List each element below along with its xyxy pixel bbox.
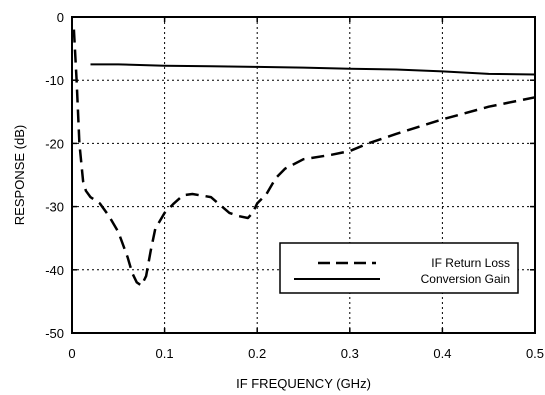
- x-tick-label: 0.2: [248, 346, 266, 361]
- x-tick-label: 0.4: [433, 346, 451, 361]
- x-tick-label: 0: [68, 346, 75, 361]
- y-axis-title: RESPONSE (dB): [12, 125, 27, 225]
- series-line-conversion-gain: [90, 63, 536, 76]
- x-tick-label: 0.1: [156, 346, 174, 361]
- series-line-if-return-loss: [72, 29, 536, 287]
- y-tick-label: -50: [45, 326, 64, 341]
- legend-label-conversion-gain: Conversion Gain: [421, 272, 510, 286]
- series-group: [72, 29, 536, 287]
- y-tick-label: -20: [45, 136, 64, 151]
- y-tick-label: -30: [45, 200, 64, 215]
- tick-labels: 0 0.1 0.2 0.3 0.4 0.5 0 -10 -20 -30 -40 -50: [45, 10, 544, 361]
- y-tick-label: -10: [45, 73, 64, 88]
- plot-frame: [71, 16, 536, 334]
- tick-marks: [71, 16, 536, 334]
- legend: IF Return Loss Conversion Gain: [279, 242, 519, 294]
- x-tick-label: 0.5: [526, 346, 544, 361]
- y-tick-label: 0: [57, 10, 64, 25]
- y-tick-label: -40: [45, 263, 64, 278]
- x-axis-title: IF FREQUENCY (GHz): [236, 376, 371, 391]
- x-tick-label: 0.3: [341, 346, 359, 361]
- legend-label-if-return-loss: IF Return Loss: [431, 256, 510, 270]
- legend-box: [279, 242, 519, 294]
